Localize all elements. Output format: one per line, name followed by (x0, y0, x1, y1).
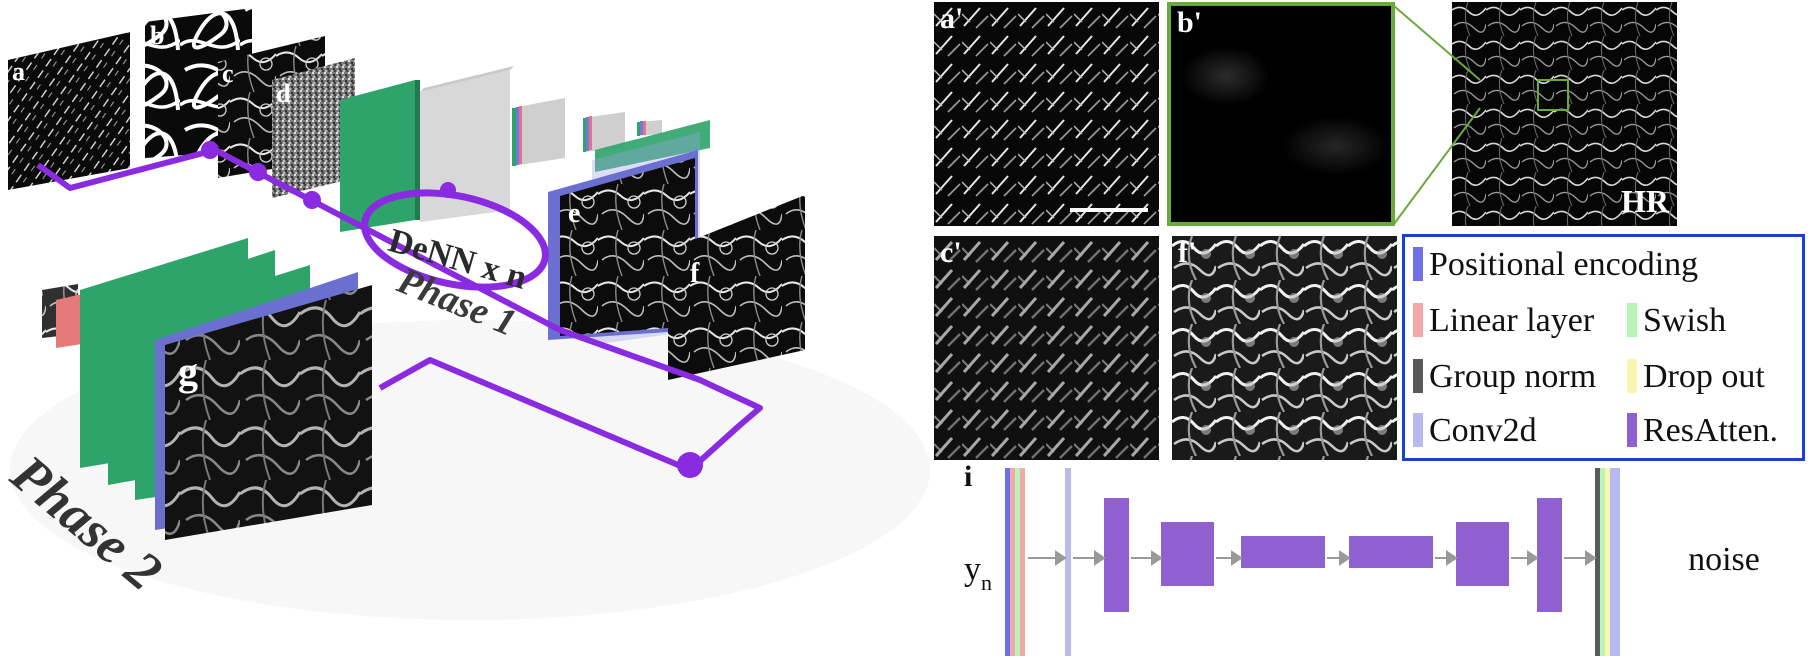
panel-g-plane (165, 285, 372, 540)
gray-block-2 (512, 98, 565, 166)
panel-a-prime: a' (934, 2, 1159, 226)
panel-c-letter: c (222, 59, 234, 88)
panel-e-plane (560, 158, 695, 336)
legend-positional-encoding: Positional encoding (1429, 246, 1698, 283)
legend-conv2d: Conv2d (1429, 412, 1537, 449)
net-block-1 (1104, 498, 1129, 612)
net-linear-1 (1010, 468, 1015, 656)
output-label: noise (1688, 541, 1760, 578)
panel-a-prime-label: a' (940, 2, 964, 35)
panel-c-prime-label: c' (940, 236, 962, 269)
legend-box: Positional encoding Linear layer Swish G… (1402, 234, 1805, 461)
pipeline-diagram: a b c d e f (0, 8, 805, 603)
net-arrows (1028, 550, 1597, 566)
net-conv-in (1065, 468, 1071, 656)
panel-b-prime: b' (1167, 2, 1395, 226)
legend-swatch-positional-encoding (1413, 247, 1423, 281)
gray-block-1 (420, 70, 510, 222)
legend-linear-layer: Linear layer (1429, 302, 1595, 339)
net-swish (1015, 468, 1020, 656)
net-block-5 (1456, 522, 1509, 586)
panel-d-plane (272, 58, 355, 198)
net-linear-2 (1020, 468, 1025, 656)
net-block-4 (1349, 536, 1433, 568)
legend-swish: Swish (1643, 302, 1726, 339)
legend-group-norm: Group norm (1429, 358, 1596, 395)
legend-swatch-resatten (1627, 413, 1637, 447)
panel-c-prime: c' (934, 236, 1159, 460)
legend-swatch-drop-out (1627, 359, 1637, 393)
phase2-linear (56, 294, 82, 348)
panel-f-letter: f (690, 258, 700, 289)
legend-swatch-swish (1627, 303, 1637, 337)
gray-block-3 (583, 112, 625, 152)
panel-f-prime-label: f' (1178, 236, 1197, 269)
net-dropout (1605, 468, 1610, 656)
net-block-3 (1241, 536, 1325, 568)
panel-d-letter: d (276, 79, 291, 108)
panel-f-plane (668, 195, 805, 380)
legend-swatch-group-norm (1413, 359, 1423, 393)
net-block-2 (1161, 522, 1214, 586)
net-block-6 (1537, 498, 1562, 612)
panel-hr: HR (1452, 2, 1677, 226)
denn-loop (361, 189, 549, 291)
pipeline-path (36, 147, 763, 473)
panel-i-label: i (964, 462, 972, 493)
net-conv-out-1 (1610, 468, 1615, 656)
network-diagram: i yn (964, 462, 1760, 656)
green-block-1 (340, 80, 415, 232)
input-label: yn (964, 551, 992, 595)
net-conv-out-2 (1615, 468, 1620, 656)
legend-drop-out: Drop out (1643, 358, 1765, 395)
net-posenc (1005, 468, 1010, 656)
panel-a-letter: a (12, 57, 25, 86)
legend-swatch-linear-layer (1413, 303, 1423, 337)
net-resatten-blocks (1104, 498, 1562, 612)
panel-f-prime: f' (1172, 236, 1397, 460)
panel-e-letter: e (568, 198, 580, 229)
panel-b-prime-label: b' (1177, 6, 1203, 39)
panel-b-letter: b (150, 21, 164, 50)
net-swish-out (1600, 468, 1605, 656)
net-groupnorm (1595, 468, 1600, 656)
legend-swatch-conv2d (1413, 413, 1423, 447)
legend-resatten: ResAtten. (1643, 412, 1778, 449)
scale-bar (1070, 208, 1148, 212)
zoom-connector (1393, 5, 1481, 225)
panel-g-letter: g (178, 349, 198, 394)
panel-a-plane (8, 32, 130, 190)
panel-hr-label: HR (1621, 183, 1669, 219)
